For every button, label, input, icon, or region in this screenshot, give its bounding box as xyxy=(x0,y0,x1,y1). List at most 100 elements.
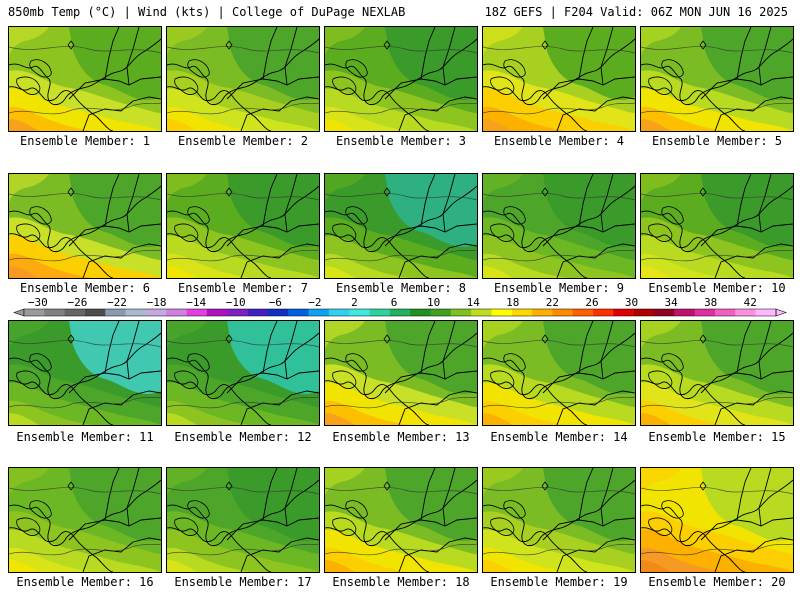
colorbar-swatch xyxy=(532,309,553,316)
ensemble-member-label: Ensemble Member: 2 xyxy=(177,134,309,148)
colorbar-tick-label: −10 xyxy=(226,296,246,309)
ensemble-member-map xyxy=(482,26,636,132)
ensemble-member-map xyxy=(324,26,478,132)
colorbar-tick-label: 38 xyxy=(704,296,717,309)
ensemble-member-map xyxy=(482,173,636,279)
colorbar-swatch xyxy=(511,309,533,316)
colorbar-swatch xyxy=(105,309,126,316)
ensemble-member-map xyxy=(166,320,320,426)
colorbar-swatch xyxy=(389,309,411,316)
ensemble-member-label: Ensemble Member: 16 xyxy=(16,575,154,589)
colorbar-tick-label: 10 xyxy=(427,296,440,309)
colorbar-swatch xyxy=(44,309,65,316)
ensemble-member-label: Ensemble Member: 4 xyxy=(493,134,625,148)
colorbar-tick-label: 34 xyxy=(664,296,678,309)
temperature-colorbar: −30 −26 −22 −18 −14 −10 −6 −2 2 6 10 14 18 22 26 30 34 38… xyxy=(13,296,787,317)
ensemble-member-label: Ensemble Member: 8 xyxy=(335,281,467,295)
ensemble-member-map xyxy=(482,320,636,426)
colorbar-swatch xyxy=(755,309,777,316)
colorbar-swatch xyxy=(24,309,45,316)
colorbar-min-arrow xyxy=(13,308,25,317)
ensemble-member-map xyxy=(166,467,320,573)
ensemble-member-label: Ensemble Member: 17 xyxy=(174,575,312,589)
colorbar-swatch xyxy=(206,309,228,316)
colorbar-swatch xyxy=(633,309,655,316)
colorbar-swatch xyxy=(328,309,350,316)
colorbar-max-arrow xyxy=(775,308,787,317)
colorbar-swatch xyxy=(267,309,289,316)
colorbar-swatch xyxy=(349,309,370,316)
colorbar-swatch xyxy=(410,309,431,316)
ensemble-member-map xyxy=(8,173,162,279)
ensemble-member-map xyxy=(640,320,794,426)
ensemble-member-map xyxy=(8,26,162,132)
colorbar-tick-label: −22 xyxy=(107,296,127,309)
colorbar-swatch xyxy=(471,309,492,316)
ensemble-member-label: Ensemble Member: 20 xyxy=(648,575,786,589)
ensemble-member-map xyxy=(324,467,478,573)
colorbar-swatch xyxy=(125,309,147,316)
ensemble-member-map xyxy=(640,173,794,279)
ensemble-member-map xyxy=(482,467,636,573)
colorbar-tick-label: −30 xyxy=(28,296,48,309)
colorbar-tick-label: 22 xyxy=(546,296,559,309)
colorbar-tick-label: 2 xyxy=(351,296,358,309)
colorbar-swatch xyxy=(308,309,330,316)
colorbar-swatch xyxy=(552,309,574,316)
colorbar-swatch xyxy=(166,309,187,316)
colorbar-swatch xyxy=(430,309,452,316)
ensemble-member-label: Ensemble Member: 11 xyxy=(16,430,154,444)
ensemble-member-map xyxy=(166,26,320,132)
colorbar-swatch xyxy=(674,309,696,316)
colorbar-swatch xyxy=(84,309,106,316)
colorbar-swatch xyxy=(572,309,594,316)
ensemble-member-label: Ensemble Member: 12 xyxy=(174,430,312,444)
colorbar-swatch xyxy=(227,309,248,316)
colorbar-swatch xyxy=(593,309,614,316)
ensemble-member-label: Ensemble Member: 19 xyxy=(490,575,628,589)
colorbar-swatch xyxy=(247,309,269,316)
colorbar-tick-label: 30 xyxy=(625,296,638,309)
ensemble-member-label: Ensemble Member: 10 xyxy=(648,281,786,295)
ensemble-member-label: Ensemble Member: 1 xyxy=(19,134,151,148)
colorbar-tick-label: −14 xyxy=(186,296,206,309)
ensemble-member-map xyxy=(8,467,162,573)
ensemble-member-label: Ensemble Member: 7 xyxy=(177,281,309,295)
ensemble-member-label: Ensemble Member: 3 xyxy=(335,134,467,148)
ensemble-member-label: Ensemble Member: 6 xyxy=(19,281,151,295)
ensemble-member-label: Ensemble Member: 14 xyxy=(490,430,628,444)
colorbar-swatch xyxy=(369,309,391,316)
ensemble-member-map xyxy=(166,173,320,279)
colorbar-tick-label: −26 xyxy=(67,296,87,309)
ensemble-member-label: Ensemble Member: 13 xyxy=(332,430,470,444)
colorbar-swatch xyxy=(64,309,86,316)
colorbar-tick-label: 26 xyxy=(585,296,598,309)
colorbar-tick-label: −6 xyxy=(269,296,282,309)
colorbar-swatch xyxy=(654,309,675,316)
ensemble-member-map xyxy=(324,320,478,426)
ensemble-member-label: Ensemble Member: 18 xyxy=(332,575,470,589)
ensemble-member-label: Ensemble Member: 9 xyxy=(493,281,625,295)
colorbar-swatch xyxy=(715,309,736,316)
colorbar-swatch xyxy=(735,309,756,316)
colorbar-tick-label: 6 xyxy=(391,296,398,309)
colorbar-tick-label: 14 xyxy=(467,296,481,309)
colorbar-tick-label: 42 xyxy=(744,296,757,309)
ensemble-member-map xyxy=(324,173,478,279)
chart-title: 850mb Temp (°C) | Wind (kts) | College o… xyxy=(8,5,406,19)
colorbar-swatch xyxy=(145,309,167,316)
colorbar-swatch xyxy=(491,309,513,316)
ensemble-member-map xyxy=(8,320,162,426)
colorbar-swatch xyxy=(694,309,716,316)
colorbar-swatch xyxy=(613,309,635,316)
ensemble-member-map xyxy=(640,26,794,132)
ensemble-member-label: Ensemble Member: 5 xyxy=(651,134,783,148)
colorbar-tick-label: −18 xyxy=(147,296,167,309)
colorbar-swatch xyxy=(186,309,208,316)
colorbar-tick-label: 18 xyxy=(506,296,519,309)
colorbar-swatch xyxy=(288,309,309,316)
ensemble-member-label: Ensemble Member: 15 xyxy=(648,430,786,444)
colorbar-swatch xyxy=(450,309,472,316)
colorbar-tick-label: −2 xyxy=(308,296,321,309)
model-run-info: 18Z GEFS | F204 Valid: 06Z MON JUN 16 20… xyxy=(484,5,788,19)
